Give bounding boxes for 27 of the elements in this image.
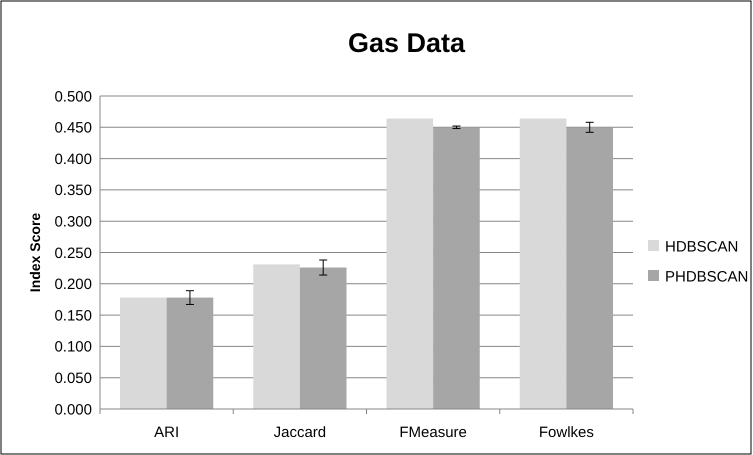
y-tick-label: 0.050 <box>54 370 92 387</box>
bar <box>433 127 480 409</box>
bar <box>166 298 214 409</box>
y-tick-label: 0.200 <box>54 276 92 294</box>
bar <box>253 264 300 409</box>
y-tick-label: 0.450 <box>54 120 92 137</box>
y-tick-label: 0.500 <box>54 88 92 106</box>
bar <box>520 118 566 409</box>
y-tick-label: 0.350 <box>54 182 92 200</box>
y-tick-label: 0.150 <box>54 307 92 324</box>
bar <box>566 127 614 409</box>
bar <box>386 118 434 409</box>
bar <box>120 298 167 409</box>
legend-label: HDBSCAN <box>665 238 738 256</box>
x-tick-label: FMeasure <box>399 424 467 441</box>
y-axis-title: Index Score <box>27 212 43 292</box>
x-tick-label: Jaccard <box>274 424 326 441</box>
y-tick-label: 0.000 <box>54 401 92 418</box>
chart-title: Gas Data <box>348 28 466 58</box>
y-tick-label: 0.250 <box>54 244 92 262</box>
bar <box>300 268 347 409</box>
y-tick-label: 0.100 <box>54 338 92 356</box>
y-tick-label: 0.300 <box>54 213 92 230</box>
x-tick-label: ARI <box>154 424 180 441</box>
legend-label: PHDBSCAN <box>665 268 748 286</box>
y-tick-label: 0.400 <box>54 150 92 168</box>
x-tick-label: Fowlkes <box>538 424 594 441</box>
